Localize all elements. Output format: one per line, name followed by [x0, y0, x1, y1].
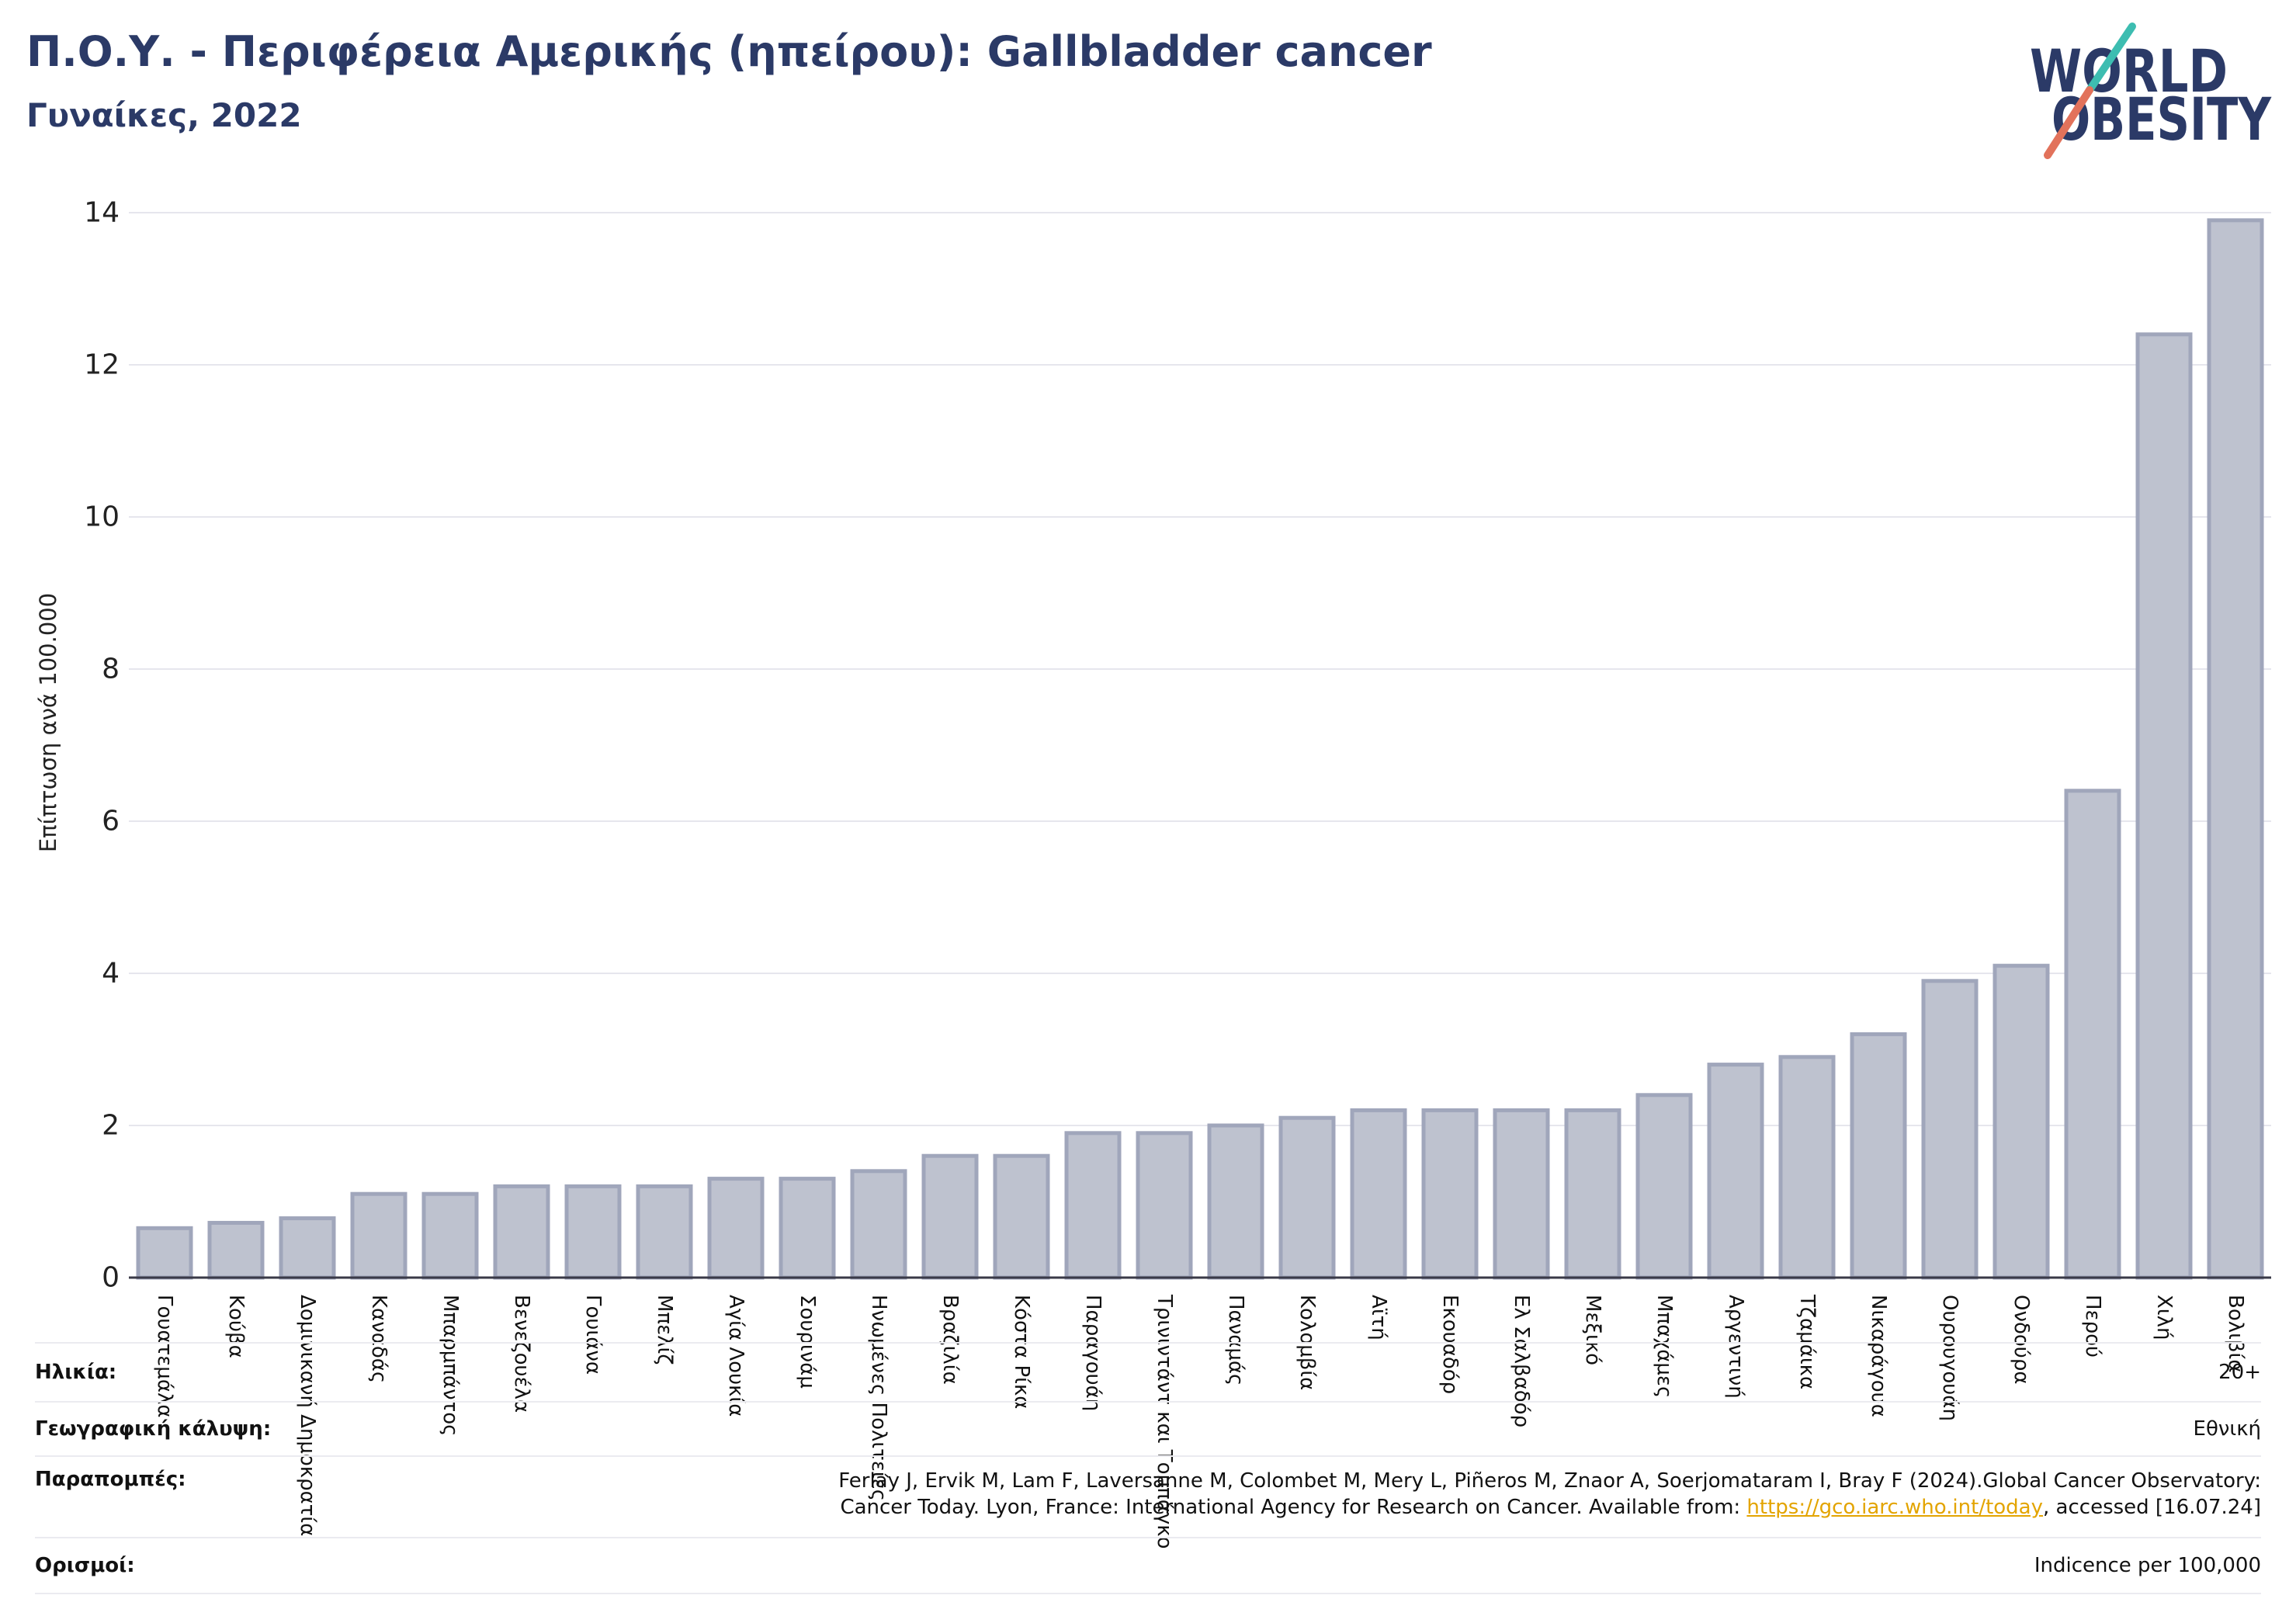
- references-line-2: Cancer Today. Lyon, France: Internationa…: [838, 1494, 2261, 1521]
- bar: [207, 1220, 265, 1280]
- bar: [1635, 1093, 1693, 1280]
- age-value: 20+: [2218, 1361, 2261, 1384]
- x-tick-label: Αϊτή: [1367, 1295, 1390, 1340]
- x-tick-label: Αγία Λουκία: [724, 1295, 747, 1417]
- bar: [850, 1169, 907, 1280]
- bar: [1421, 1108, 1479, 1280]
- x-tick-label: Σουρινάμ: [796, 1295, 819, 1389]
- x-tick-label: Ελ Σαλβαδόρ: [1510, 1295, 1533, 1427]
- x-tick-label: Μπελίζ: [653, 1295, 676, 1365]
- bar: [1493, 1108, 1550, 1280]
- x-tick-labels: Γουατεμάλα Κούβα Δομινικανή Δημοκρατία Κανα…: [153, 1294, 2247, 1549]
- x-tick-label: Χιλή: [2152, 1295, 2176, 1340]
- bar: [1778, 1055, 1836, 1280]
- x-tick-label: Δομινικανή Δημοκρατία: [296, 1295, 319, 1536]
- bar: [921, 1153, 979, 1280]
- info-table: Ηλικία: 20+ Γεωγραφική κάλυψη: Εθνική Πα…: [35, 1342, 2261, 1594]
- x-tick-label: Ουρουγουάη: [1938, 1295, 1961, 1421]
- x-tick-label: Βολιβία: [2224, 1295, 2247, 1372]
- x-tick-label: Εκουαδόρ: [1438, 1295, 1462, 1394]
- bar: [1350, 1108, 1407, 1280]
- x-tick-label: Τρινιντάντ και Τομπάγκο: [1153, 1294, 1176, 1549]
- x-tick-label: Ονδούρα: [2010, 1295, 2033, 1385]
- bar: [1993, 963, 2050, 1280]
- bar: [564, 1184, 622, 1280]
- bar: [1278, 1115, 1336, 1280]
- bar: [136, 1226, 193, 1280]
- x-tick-label: Παναμάς: [1224, 1295, 1247, 1385]
- bar: [493, 1184, 550, 1280]
- x-tick-label: Βενεζουέλα: [510, 1295, 533, 1413]
- bar: [779, 1177, 836, 1280]
- chart-subtitle: Γυναίκες, 2022: [26, 96, 302, 134]
- gridlines: [129, 212, 2271, 1278]
- y-tick-label: 10: [84, 501, 120, 533]
- x-tick-label: Περού: [2081, 1295, 2104, 1358]
- world-obesity-logo: WORLD OBESITY: [2030, 23, 2272, 159]
- logo-slash-coral-icon: [2044, 86, 2093, 159]
- coverage-row: Γεωγραφική κάλυψη: Εθνική: [35, 1403, 2261, 1457]
- x-tick-label: Καναδάς: [367, 1295, 390, 1383]
- references-row: Παραπομπές: Ferlay J, Ervik M, Lam F, La…: [35, 1457, 2261, 1538]
- x-tick-label: Γουατεμάλα: [153, 1295, 176, 1418]
- bar: [993, 1153, 1050, 1280]
- bar: [350, 1191, 408, 1280]
- references-text: Cancer Today. Lyon, France: Internationa…: [840, 1496, 1747, 1519]
- definitions-value: Indicence per 100,000: [2034, 1554, 2261, 1577]
- y-tick-label: 12: [84, 349, 120, 381]
- y-tick-labels: 0 2 4 6 8 10 12 14: [84, 197, 120, 1294]
- y-tick-label: 6: [102, 806, 120, 838]
- x-tick-label: Βραζιλία: [938, 1295, 962, 1385]
- bar: [1207, 1123, 1264, 1280]
- bar: [1136, 1131, 1193, 1280]
- references-accessed: , accessed [16.07.24]: [2043, 1496, 2261, 1519]
- age-label: Ηλικία:: [35, 1361, 117, 1384]
- y-tick-label: 8: [102, 654, 120, 685]
- definitions-row: Ορισμοί: Indicence per 100,000: [35, 1538, 2261, 1594]
- bar: [636, 1184, 693, 1280]
- bar: [1707, 1063, 1764, 1280]
- y-tick-label: 2: [102, 1110, 120, 1142]
- y-tick-label: 4: [102, 958, 120, 990]
- bar: [1064, 1131, 1122, 1280]
- y-tick-label: 0: [102, 1262, 120, 1294]
- x-tick-label: Ηνωμένες Πολιτείες: [867, 1295, 890, 1501]
- bar: [1564, 1108, 1621, 1280]
- bar: [2135, 332, 2193, 1280]
- x-tick-label: Γουιάνα: [581, 1295, 605, 1375]
- x-tick-label: Αργεντινή: [1724, 1295, 1747, 1399]
- bar: [421, 1191, 479, 1280]
- x-tick-label: Μπαρμπάντος: [439, 1295, 462, 1436]
- coverage-value: Εθνική: [2193, 1417, 2261, 1441]
- chart-title: Π.Ο.Υ. - Περιφέρεια Αμερικής (ηπείρου): …: [26, 27, 1432, 76]
- x-tick-label: Κόστα Ρίκα: [1010, 1295, 1033, 1409]
- bar: [2064, 789, 2121, 1280]
- coverage-label: Γεωγραφική κάλυψη:: [35, 1417, 272, 1441]
- x-tick-label: Μπαχάμες: [1653, 1295, 1676, 1398]
- references-line-1: Ferlay J, Ervik M, Lam F, Laversanne M, …: [838, 1469, 2261, 1493]
- logo-slash-teal-icon: [2086, 23, 2136, 94]
- bar: [279, 1216, 336, 1280]
- logo-text-world: WORLD: [2030, 36, 2228, 106]
- x-tick-label: Κούβα: [224, 1295, 248, 1358]
- bar: [1850, 1032, 1907, 1280]
- x-tick-label: Μεξικό: [1581, 1295, 1604, 1365]
- bar: [2207, 218, 2264, 1280]
- references-link[interactable]: https://gco.iarc.who.int/today: [1746, 1496, 2044, 1519]
- bars: [136, 218, 2264, 1280]
- bar: [1921, 979, 1979, 1280]
- x-tick-label: Νικαράγουα: [1867, 1295, 1890, 1417]
- bar: [707, 1177, 765, 1280]
- x-tick-label: Τζαμάικα: [1795, 1294, 1819, 1389]
- references-value: Ferlay J, Ervik M, Lam F, Laversanne M, …: [838, 1468, 2261, 1521]
- x-tick-label: Παραγουάη: [1081, 1295, 1105, 1411]
- y-tick-label: 14: [84, 197, 120, 229]
- y-axis-label: Επίπτωση ανά 100.000: [35, 593, 61, 852]
- references-label: Παραπομπές:: [35, 1468, 186, 1491]
- age-row: Ηλικία: 20+: [35, 1344, 2261, 1403]
- definitions-label: Ορισμοί:: [35, 1554, 135, 1577]
